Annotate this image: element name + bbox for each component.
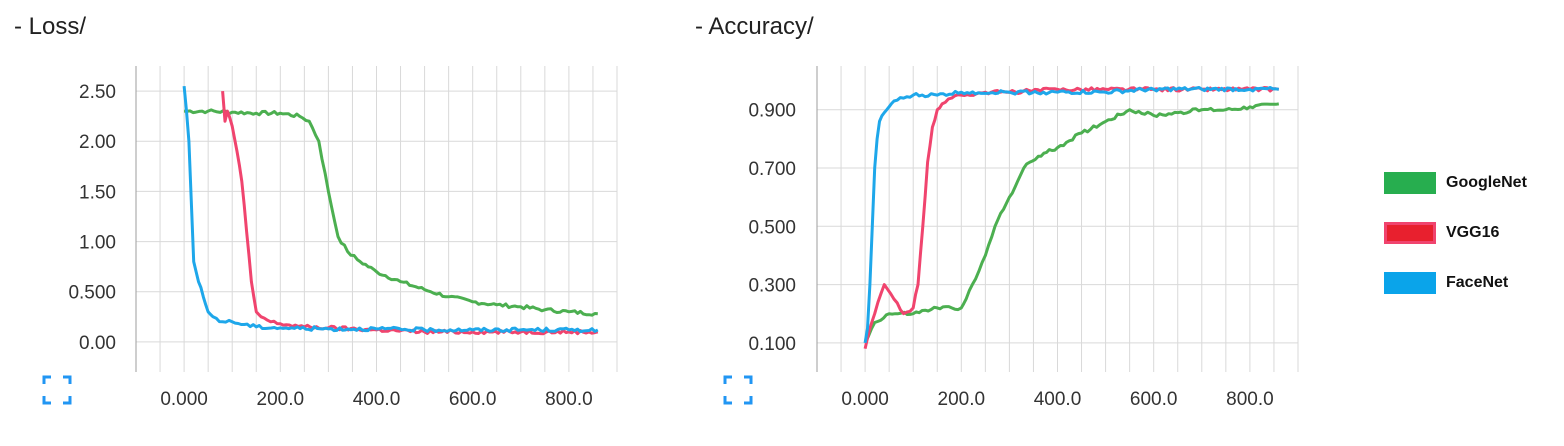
chart-title: - Loss/ <box>14 13 87 40</box>
y-tick-label: 0.00 <box>79 333 116 354</box>
series-line-googlenet <box>184 108 598 317</box>
loss-chart-card: - Loss/ 0.00 0.500 1.00 1.50 2.00 2.50 0.000 20… <box>0 0 640 446</box>
x-tick-label: 800.0 <box>1226 389 1274 410</box>
legend-label: VGG16 <box>1446 224 1500 241</box>
accuracy-chart: 0.100 0.300 0.500 0.700 0.900 0.000 200.0 400.0… <box>748 66 1299 410</box>
series-line-facenet <box>182 85 599 334</box>
expand-icon[interactable] <box>723 375 753 405</box>
legend-label: FaceNet <box>1446 274 1509 291</box>
y-tick-label: 0.300 <box>748 276 796 297</box>
x-tick-label: 800.0 <box>545 389 593 410</box>
y-tick-label: 0.500 <box>748 217 796 238</box>
series-line-googlenet <box>863 102 1280 344</box>
x-tick-label: 200.0 <box>257 389 305 410</box>
series-line-facenet <box>863 86 1280 344</box>
y-tick-label: 1.00 <box>79 233 116 254</box>
expand-icon[interactable] <box>42 375 72 405</box>
x-tick-label: 600.0 <box>1130 389 1178 410</box>
y-tick-label: 0.700 <box>748 159 796 180</box>
loss-chart: 0.00 0.500 1.00 1.50 2.00 2.50 0.000 200.0 400.0… <box>68 66 618 410</box>
x-tick-label: 200.0 <box>938 389 986 410</box>
y-tick-label: 0.100 <box>748 334 796 355</box>
y-tick-label: 1.50 <box>79 182 116 203</box>
legend-swatch <box>1384 222 1436 244</box>
x-tick-label: 400.0 <box>353 389 401 410</box>
chart-title: - Accuracy/ <box>695 13 814 40</box>
x-tick-label: 0.000 <box>160 389 208 410</box>
legend-swatch <box>1384 272 1436 294</box>
y-tick-label: 2.50 <box>79 82 116 103</box>
legend-label: GoogleNet <box>1446 174 1527 191</box>
y-tick-label: 0.500 <box>68 283 116 304</box>
y-tick-label: 2.00 <box>79 132 116 153</box>
legend-swatch <box>1384 172 1436 194</box>
x-tick-label: 0.000 <box>841 389 889 410</box>
x-tick-label: 400.0 <box>1034 389 1082 410</box>
x-tick-label: 600.0 <box>449 389 497 410</box>
y-tick-label: 0.900 <box>748 101 796 122</box>
accuracy-chart-card: - Accuracy/ 0.100 0.300 0.500 0.700 0.900 0.0… <box>695 13 1299 410</box>
